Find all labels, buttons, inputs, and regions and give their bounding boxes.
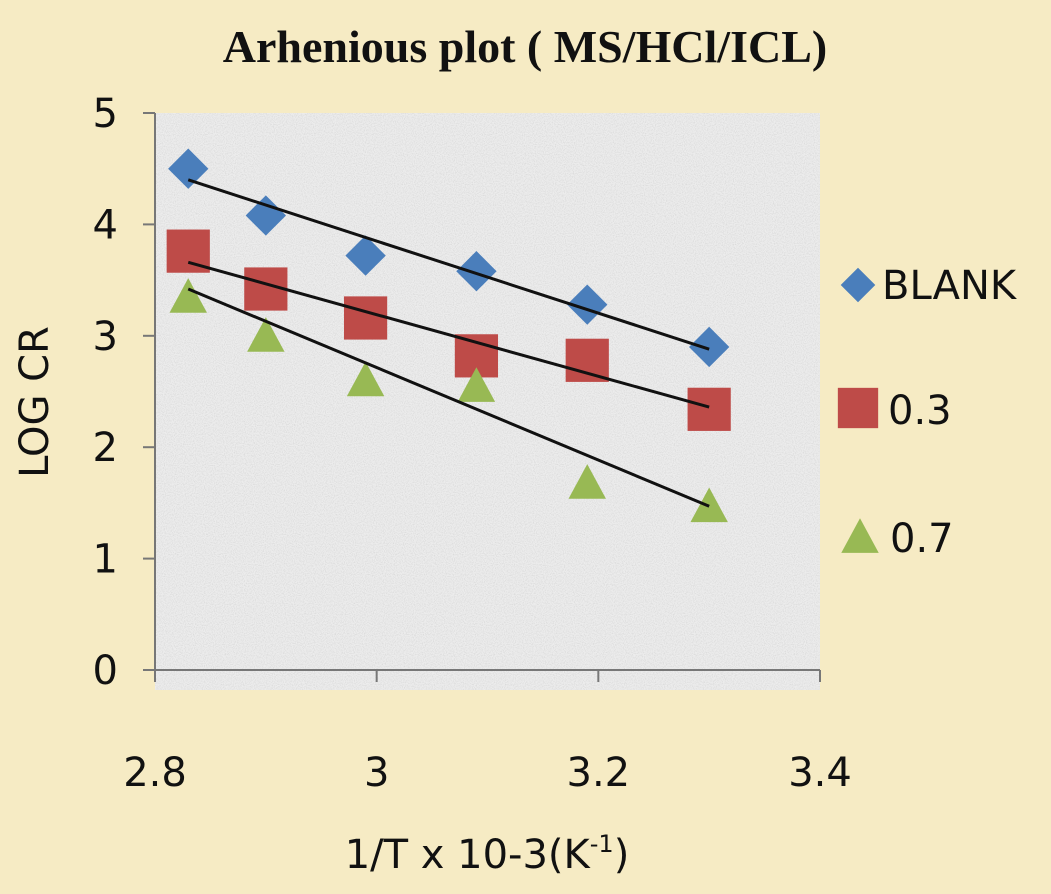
triangle-point: [346, 361, 385, 397]
legend-triangle-marker: [841, 518, 879, 553]
y-axis-label: LOG CR: [12, 326, 58, 478]
square-point: [565, 338, 609, 382]
trendline: [187, 287, 710, 508]
diamond-point: [456, 251, 497, 292]
diamond-point: [168, 148, 209, 189]
series-triangle: [169, 278, 728, 523]
legend-diamond-marker: [840, 267, 876, 303]
triangle-point: [457, 367, 496, 402]
axes: [143, 112, 821, 682]
series-layer: [166, 148, 731, 523]
triangle-point: [568, 464, 606, 499]
legend-label: 0.7: [890, 516, 954, 562]
series-square: [166, 229, 731, 431]
x-tick-label: 2.8: [123, 750, 187, 796]
x-tick-label: 3.4: [788, 750, 852, 796]
square-point: [343, 296, 388, 340]
triangle-point: [169, 278, 207, 313]
diamond-point: [567, 284, 608, 325]
y-tick-label: 3: [93, 314, 118, 360]
series-diamond: [168, 148, 730, 368]
legend-label: 0.3: [888, 388, 952, 434]
chart-title: Arhenious plot ( MS/HCl/ICL): [223, 21, 827, 72]
square-point: [687, 387, 731, 431]
x-tick-labels: 2.8 3 3.2 3.4: [123, 750, 852, 796]
legend-label: BLANK: [882, 263, 1018, 309]
y-tick-label: 2: [93, 425, 118, 471]
legend-item: 0.3: [837, 387, 952, 434]
diamond-point: [345, 235, 386, 276]
triangle-point: [247, 317, 285, 352]
y-tick-labels: 0 1 2 3 4 5: [93, 91, 118, 694]
legend-item: BLANK: [840, 263, 1018, 309]
trendline: [187, 178, 710, 351]
y-tick-label: 5: [93, 91, 118, 137]
diamond-point: [689, 326, 730, 368]
x-tick-label: 3.2: [567, 750, 631, 796]
diamond-point: [245, 195, 286, 236]
x-axis-label: 1/T x 10-3(K-1): [345, 830, 630, 878]
x-tick-label: 3: [364, 750, 389, 796]
legend-item: 0.7: [841, 516, 954, 562]
x-axis-label-close: ): [614, 832, 630, 878]
x-axis-label-main: 1/T x 10-3(K: [345, 832, 592, 878]
y-tick-label: 1: [93, 537, 118, 583]
x-axis-label-superscript: -1: [590, 830, 614, 858]
legend: BLANK 0.3 0.7: [837, 263, 1018, 562]
trendline: [187, 260, 710, 409]
y-tick-label: 4: [93, 202, 118, 248]
y-tick-label: 0: [93, 648, 118, 694]
legend-square-marker: [837, 387, 879, 429]
